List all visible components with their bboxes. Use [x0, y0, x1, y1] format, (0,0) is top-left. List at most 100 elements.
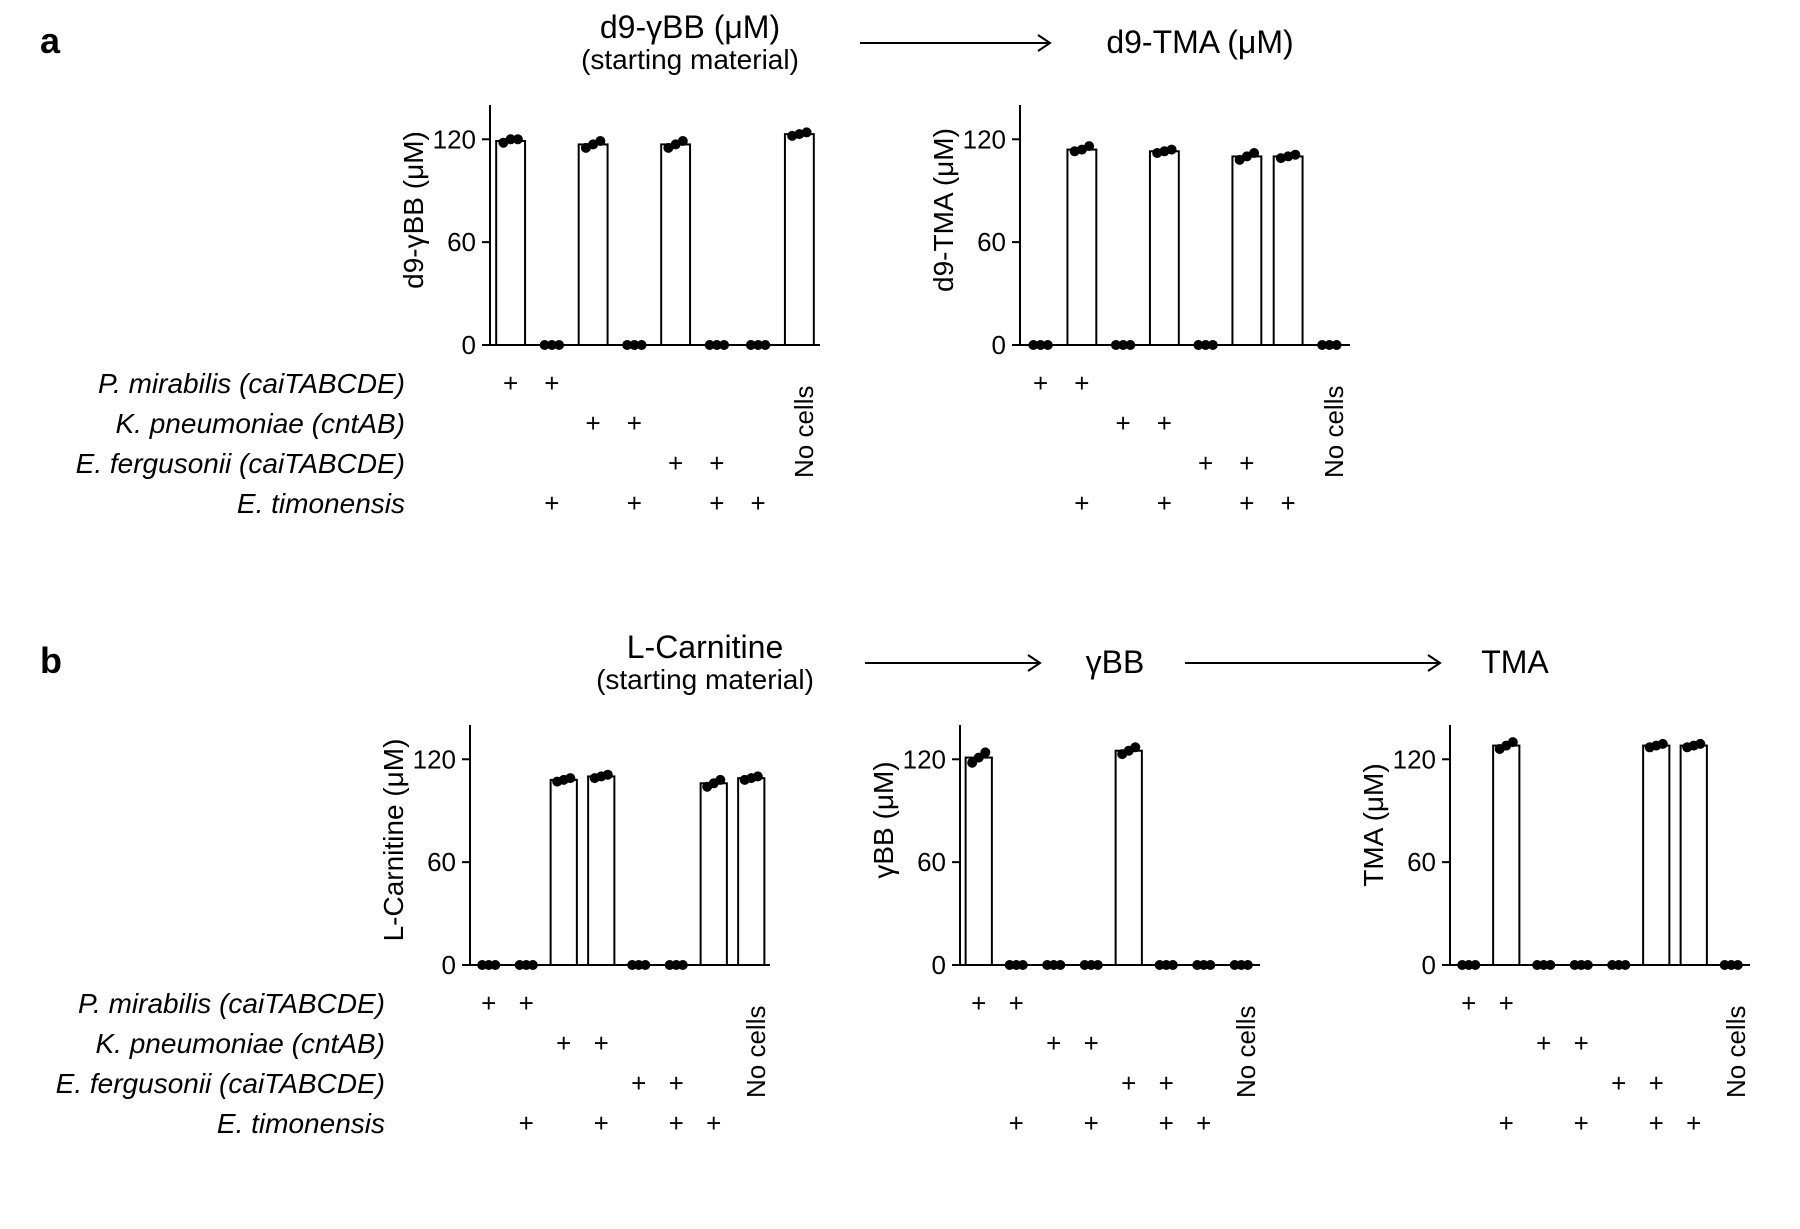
presence-mark: + — [514, 1108, 538, 1139]
overlay-a-left: + + + + + + + + + + No cells — [420, 368, 830, 568]
presence-mark: + — [1117, 1068, 1141, 1099]
svg-text:60: 60 — [977, 227, 1006, 257]
figure-root: a d9-γBB (μM) (starting material) d9-TMA… — [0, 0, 1800, 1229]
presence-mark: + — [627, 1068, 651, 1099]
arrow-icon — [1175, 648, 1455, 678]
no-cells-label: No cells — [1231, 1006, 1262, 1098]
svg-text:0: 0 — [1422, 950, 1436, 980]
matrix-row-label: P. mirabilis (caiTABCDE) — [78, 988, 385, 1020]
svg-text:0: 0 — [932, 950, 946, 980]
presence-mark: + — [540, 488, 564, 519]
matrix-row-label: E. timonensis — [237, 488, 405, 520]
presence-mark: + — [581, 408, 605, 439]
chart-a-tma: 060120 — [950, 100, 1370, 360]
panel-a-header-right: d9-TMA (μM) — [1070, 25, 1330, 60]
svg-text:120: 120 — [413, 744, 456, 774]
overlay-b-mid: ++++++++++No cells — [890, 988, 1270, 1188]
overlay-a-right: ++++++++++No cells — [950, 368, 1360, 568]
presence-mark: + — [622, 488, 646, 519]
presence-mark: + — [1192, 1108, 1216, 1139]
svg-text:120: 120 — [903, 744, 946, 774]
presence-mark: + — [705, 448, 729, 479]
no-cells-label: No cells — [1721, 1006, 1752, 1098]
matrix-row-label: K. pneumoniae (cntAB) — [96, 1028, 386, 1060]
presence-mark: + — [1457, 988, 1481, 1019]
presence-mark: + — [1004, 988, 1028, 1019]
no-cells-label: No cells — [1319, 386, 1350, 478]
svg-text:60: 60 — [1407, 847, 1436, 877]
matrix-row-label: K. pneumoniae (cntAB) — [116, 408, 406, 440]
presence-mark: + — [622, 408, 646, 439]
svg-text:60: 60 — [447, 227, 476, 257]
panel-a-header-right-title: d9-TMA (μM) — [1070, 25, 1330, 60]
presence-mark: + — [705, 488, 729, 519]
presence-mark: + — [552, 1028, 576, 1059]
presence-mark: + — [499, 368, 523, 399]
chart-b-gbb: 060120 — [890, 720, 1280, 980]
presence-mark: + — [1494, 988, 1518, 1019]
panel-a-label: a — [40, 20, 60, 62]
panel-a-header: d9-γBB (μM) (starting material) d9-TMA (… — [430, 10, 1430, 76]
presence-mark: + — [1607, 1068, 1631, 1099]
ylabel-a-left: d9-γBB (μM) — [398, 100, 430, 320]
no-cells-label: No cells — [789, 386, 820, 478]
chart-b-tma: 0 60 120 — [1380, 720, 1770, 980]
presence-mark: + — [1154, 1108, 1178, 1139]
svg-text:0: 0 — [992, 330, 1006, 360]
panel-b-header-mid-title: γBB — [1055, 645, 1175, 680]
matrix-row-label: E. fergusonii (caiTABCDE) — [76, 448, 405, 480]
svg-text:120: 120 — [1393, 744, 1436, 774]
panel-b-header-left: L-Carnitine (starting material) — [555, 630, 855, 696]
arrow-icon — [855, 648, 1055, 678]
presence-mark: + — [746, 488, 770, 519]
no-cells-label: No cells — [741, 1006, 772, 1098]
presence-mark: + — [1235, 488, 1259, 519]
panel-b-header-right-title: TMA — [1455, 645, 1575, 680]
arrow-icon — [850, 28, 1070, 58]
presence-mark: + — [1070, 368, 1094, 399]
presence-mark: + — [1682, 1108, 1706, 1139]
panel-b-header: L-Carnitine (starting material) γBB TMA — [390, 630, 1740, 696]
presence-mark: + — [1152, 408, 1176, 439]
presence-mark: + — [1494, 1108, 1518, 1139]
matrix-row-label: P. mirabilis (caiTABCDE) — [98, 368, 405, 400]
presence-mark: + — [540, 368, 564, 399]
presence-mark: + — [1029, 368, 1053, 399]
svg-text:120: 120 — [433, 124, 476, 154]
panel-a-header-left: d9-γBB (μM) (starting material) — [530, 10, 850, 76]
ylabel-b-mid: γBB (μM) — [868, 720, 900, 920]
presence-mark: + — [477, 988, 501, 1019]
ylabel-b-left: L-Carnitine (μM) — [378, 715, 410, 965]
panel-b-label: b — [40, 640, 62, 682]
presence-mark: + — [1644, 1068, 1668, 1099]
panel-a-matrix-labels: P. mirabilis (caiTABCDE) K. pneumoniae (… — [0, 368, 405, 538]
svg-text:0: 0 — [442, 950, 456, 980]
presence-mark: + — [967, 988, 991, 1019]
presence-mark: + — [702, 1108, 726, 1139]
panel-a-header-left-sub: (starting material) — [530, 45, 850, 76]
overlay-b-left: ++++++++++No cells — [400, 988, 780, 1188]
presence-mark: + — [664, 1108, 688, 1139]
presence-mark: + — [1070, 488, 1094, 519]
presence-mark: + — [664, 448, 688, 479]
panel-a-header-left-title: d9-γBB (μM) — [530, 10, 850, 45]
panel-b-header-left-title: L-Carnitine — [555, 630, 855, 665]
panel-b-header-left-sub: (starting material) — [555, 665, 855, 696]
presence-mark: + — [1079, 1108, 1103, 1139]
svg-text:0: 0 — [462, 330, 476, 360]
presence-mark: + — [664, 1068, 688, 1099]
presence-mark: + — [1004, 1108, 1028, 1139]
presence-mark: + — [1042, 1028, 1066, 1059]
svg-text:60: 60 — [427, 847, 456, 877]
overlay-b-right: ++++++++++No cells — [1380, 988, 1760, 1188]
panel-b-header-mid: γBB — [1055, 645, 1175, 680]
presence-mark: + — [1154, 1068, 1178, 1099]
presence-mark: + — [1276, 488, 1300, 519]
presence-mark: + — [514, 988, 538, 1019]
presence-mark: + — [1111, 408, 1135, 439]
presence-mark: + — [1235, 448, 1259, 479]
presence-mark: + — [1569, 1108, 1593, 1139]
panel-b-header-right: TMA — [1455, 645, 1575, 680]
ylabel-b-right: TMA (μM) — [1358, 725, 1390, 925]
presence-mark: + — [589, 1108, 613, 1139]
